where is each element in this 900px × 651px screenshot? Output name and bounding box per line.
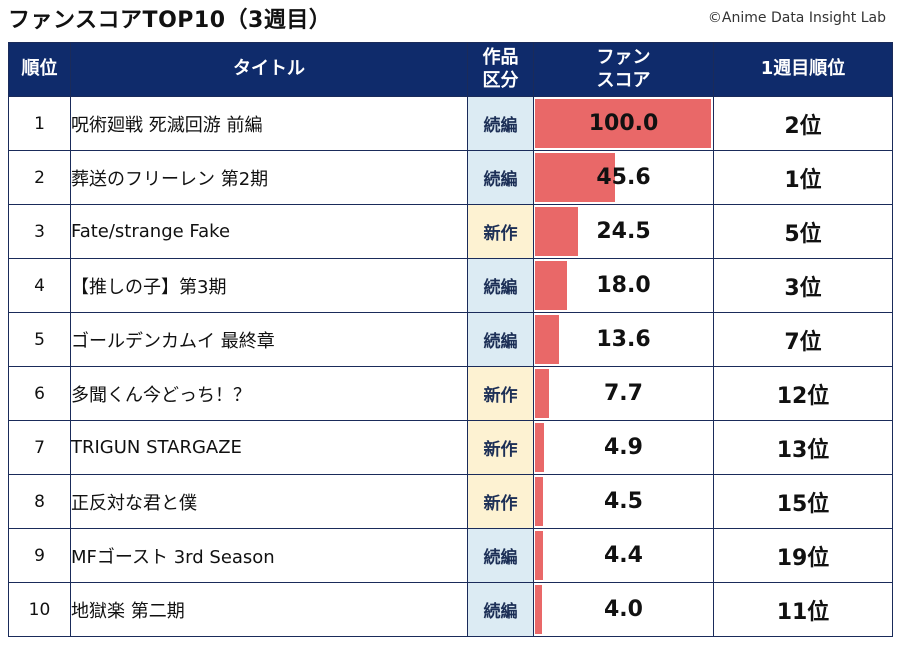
title-cell: Fate/strange Fake [70,204,468,259]
rank-cell: 9 [8,528,71,583]
ranking-table: 順位 タイトル 作品 区分 ファン スコア 1週目順位 1 呪術廻戦 死滅回游 前… [8,42,893,637]
week1-rank-cell: 12位 [713,366,893,421]
category-badge: 新作 [467,474,534,529]
score-cell: 13.6 [533,312,714,367]
week1-rank-cell: 2位 [713,96,893,151]
title-cell: MFゴースト 3rd Season [70,528,468,583]
header-title: タイトル [70,42,468,97]
score-cell: 24.5 [533,204,714,259]
rank-cell: 5 [8,312,71,367]
score-cell: 45.6 [533,150,714,205]
table-row: 3 Fate/strange Fake 新作 24.5 5位 [8,204,893,259]
table-row: 2 葬送のフリーレン 第2期 続編 45.6 1位 [8,150,893,205]
category-badge: 続編 [467,258,534,313]
score-label: 4.5 [604,489,643,514]
category-badge: 続編 [467,582,534,637]
table-row: 10 地獄楽 第二期 続編 4.0 11位 [8,582,893,637]
score-bar [535,153,616,202]
week1-rank-cell: 13位 [713,420,893,475]
header-category-line1: 作品 [482,47,519,68]
title-cell: 呪術廻戦 死滅回游 前編 [70,96,468,151]
score-bar [535,207,579,256]
table-row: 7 TRIGUN STARGAZE 新作 4.9 13位 [8,420,893,475]
score-bar [535,477,543,526]
category-badge: 続編 [467,150,534,205]
week1-rank-cell: 7位 [713,312,893,367]
score-bar [535,315,559,364]
score-label: 24.5 [596,219,651,244]
score-bar [535,369,549,418]
week1-rank-cell: 1位 [713,150,893,205]
title-cell: TRIGUN STARGAZE [70,420,468,475]
score-cell: 4.9 [533,420,714,475]
header-score: ファン スコア [533,42,714,97]
category-badge: 続編 [467,312,534,367]
title-cell: 多聞くん今どっち！？ [70,366,468,421]
rank-cell: 3 [8,204,71,259]
score-bar [535,585,543,634]
header-week1: 1週目順位 [713,42,893,97]
category-badge: 続編 [467,96,534,151]
table-row: 8 正反対な君と僕 新作 4.5 15位 [8,474,893,529]
header-category-line2: 区分 [482,69,519,91]
rank-cell: 7 [8,420,71,475]
header-category: 作品 区分 [467,42,534,97]
score-label: 45.6 [596,165,651,190]
score-label: 100.0 [588,111,659,136]
score-bar [535,531,543,580]
week1-rank-cell: 19位 [713,528,893,583]
title-cell: ゴールデンカムイ 最終章 [70,312,468,367]
title-cell: 【推しの子】第3期 [70,258,468,313]
table-row: 9 MFゴースト 3rd Season 続編 4.4 19位 [8,528,893,583]
rank-cell: 2 [8,150,71,205]
score-label: 18.0 [596,273,651,298]
rank-cell: 1 [8,96,71,151]
score-label: 7.7 [604,381,643,406]
title-cell: 葬送のフリーレン 第2期 [70,150,468,205]
table-row: 1 呪術廻戦 死滅回游 前編 続編 100.0 2位 [8,96,893,151]
header-score-line2: スコア [596,69,651,91]
header-rank: 順位 [8,42,71,97]
category-badge: 新作 [467,204,534,259]
score-label: 4.4 [604,543,643,568]
table-row: 6 多聞くん今どっち！？ 新作 7.7 12位 [8,366,893,421]
rank-cell: 10 [8,582,71,637]
rank-cell: 4 [8,258,71,313]
score-cell: 4.5 [533,474,714,529]
category-badge: 続編 [467,528,534,583]
score-cell: 18.0 [533,258,714,313]
week1-rank-cell: 15位 [713,474,893,529]
score-cell: 4.4 [533,528,714,583]
score-bar [535,261,567,310]
score-cell: 7.7 [533,366,714,421]
score-bar [535,99,711,148]
header-row: 順位 タイトル 作品 区分 ファン スコア 1週目順位 [8,42,893,97]
table-row: 5 ゴールデンカムイ 最終章 続編 13.6 7位 [8,312,893,367]
score-label: 13.6 [596,327,651,352]
week1-rank-cell: 3位 [713,258,893,313]
title-cell: 地獄楽 第二期 [70,582,468,637]
score-label: 4.0 [604,597,643,622]
score-label: 4.9 [604,435,643,460]
rank-cell: 8 [8,474,71,529]
score-cell: 4.0 [533,582,714,637]
title-cell: 正反対な君と僕 [70,474,468,529]
header-score-line1: ファン [596,47,651,68]
category-badge: 新作 [467,420,534,475]
category-badge: 新作 [467,366,534,421]
credit-label: ©Anime Data Insight Lab [707,10,886,26]
score-bar [535,423,544,472]
rank-cell: 6 [8,366,71,421]
table-row: 4 【推しの子】第3期 続編 18.0 3位 [8,258,893,313]
page-title: ファンスコアTOP10（3週目） [8,8,332,33]
week1-rank-cell: 11位 [713,582,893,637]
week1-rank-cell: 5位 [713,204,893,259]
score-cell: 100.0 [533,96,714,151]
